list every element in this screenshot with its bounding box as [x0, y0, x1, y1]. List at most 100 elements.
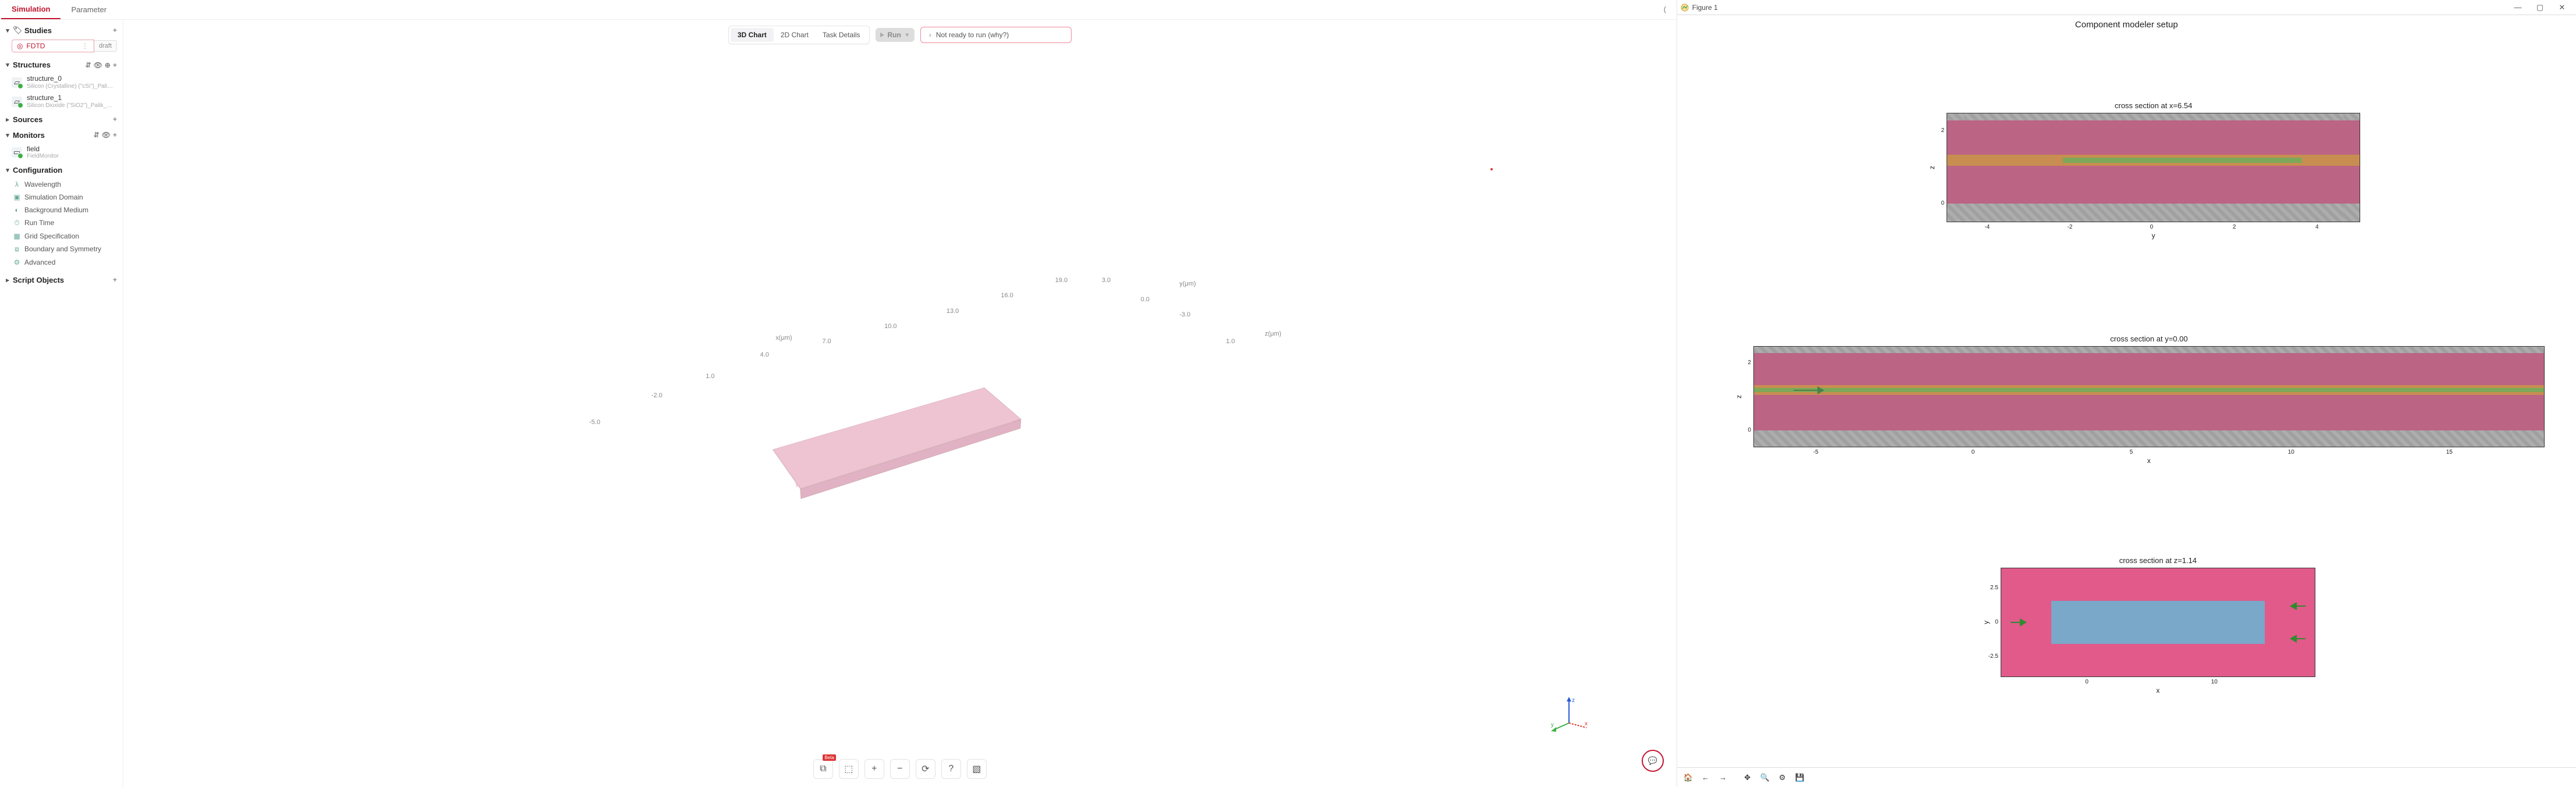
seg-task-details[interactable]: Task Details — [816, 28, 867, 42]
study-label: FDTD — [26, 42, 45, 50]
axes — [1947, 113, 2360, 222]
add-source-button[interactable]: + — [113, 115, 117, 123]
xtick: 5 — [2130, 449, 2133, 455]
subplots-button[interactable]: ⚙ — [1775, 770, 1790, 785]
config-label: Background Medium — [24, 206, 88, 214]
zoom-out-button[interactable]: − — [890, 759, 910, 779]
chevron-down-icon: ▾ — [3, 166, 12, 174]
play-icon — [880, 33, 884, 37]
tab-simulation[interactable]: Simulation — [1, 0, 61, 19]
axis-gizmo[interactable]: z x y — [1549, 694, 1589, 735]
refresh-icon: ⟳ — [921, 763, 929, 775]
structure-item[interactable]: ▱structure_0Silicon (Crystalline) ("cSi"… — [0, 73, 123, 92]
subplot: cross section at x=6.54zy-4-202402 — [1947, 113, 2360, 222]
ylabel: y — [1982, 621, 1990, 624]
minimize-button[interactable]: — — [2507, 1, 2528, 14]
chevron-right-icon: ▸ — [3, 116, 12, 123]
add-monitor-button[interactable]: + — [113, 131, 117, 139]
config-item[interactable]: ⚙Advanced — [0, 256, 123, 269]
xtick: 4 — [2315, 224, 2319, 230]
section-configuration[interactable]: ▾ Configuration — [0, 162, 123, 178]
zoom-in-button[interactable]: + — [864, 759, 884, 779]
section-structures[interactable]: ▾ Structures ⇵ 👁 ⊕ + — [0, 57, 123, 73]
visibility-icon[interactable]: 👁 — [102, 131, 111, 139]
monitor-item[interactable]: ▭fieldFieldMonitor — [0, 143, 123, 162]
python-export-button[interactable]: Beta⧉ — [813, 759, 833, 779]
sort-icon[interactable]: ⇵ — [86, 61, 91, 69]
scene-3d — [123, 20, 1677, 787]
section-sources[interactable]: ▸ Sources + — [0, 112, 123, 127]
config-item[interactable]: λWavelength — [0, 178, 123, 191]
config-label: Wavelength — [24, 180, 61, 188]
structure-material: Silicon (Crystalline) ("cSi")_Pali… — [27, 83, 113, 90]
section-studies[interactable]: ▾ 🏷 Studies + — [0, 22, 123, 38]
chevron-right-icon: › — [929, 31, 931, 39]
xtick: 2 — [2233, 224, 2236, 230]
ytick: 2 — [1748, 359, 1751, 366]
help-button[interactable]: ? — [941, 759, 961, 779]
subplot-title: cross section at y=0.00 — [1753, 334, 2545, 343]
origin-marker — [1490, 168, 1493, 170]
run-button[interactable]: Run ▾ — [876, 28, 915, 42]
config-item[interactable]: ◐Background Medium — [0, 204, 123, 216]
xtick: -2 — [2067, 224, 2072, 230]
study-row[interactable]: ◎ FDTD ⋮ draft — [12, 40, 117, 52]
config-item[interactable]: ▣Simulation Domain — [0, 191, 123, 204]
forward-button[interactable]: → — [1716, 770, 1731, 785]
sort-icon[interactable]: ⇵ — [94, 131, 99, 139]
axes — [2001, 568, 2315, 676]
window-titlebar[interactable]: Figure 1 — ▢ ✕ — [1677, 0, 2576, 15]
viewport-3d[interactable]: 3D Chart 2D Chart Task Details Run ▾ › N… — [123, 20, 1677, 787]
config-item[interactable]: ⏱Run Time — [0, 216, 123, 230]
section-title: Script Objects — [13, 276, 64, 284]
collapse-sidebar-button[interactable]: ⟨ — [1659, 4, 1671, 16]
config-icon: ⧈ — [13, 245, 21, 254]
xtick: 10 — [2211, 679, 2218, 685]
svg-text:z: z — [1572, 697, 1575, 704]
chat-fab[interactable]: 💬 — [1642, 750, 1664, 772]
group-icon[interactable]: ⊕ — [105, 61, 111, 69]
save-button[interactable]: 💾 — [1792, 770, 1808, 785]
config-label: Simulation Domain — [24, 193, 83, 201]
chat-icon: 💬 — [1648, 756, 1657, 765]
cube-view-button[interactable]: ⬚ — [839, 759, 859, 779]
figure-window: Figure 1 — ▢ ✕ Component modeler setup c… — [1677, 0, 2576, 787]
pan-button[interactable]: ✥ — [1740, 770, 1755, 785]
seg-2d-chart[interactable]: 2D Chart — [774, 28, 816, 42]
study-more-icon[interactable]: ⋮ — [81, 42, 89, 50]
add-script-button[interactable]: + — [113, 276, 117, 284]
maximize-button[interactable]: ▢ — [2529, 1, 2550, 14]
structure-item[interactable]: ▱structure_1Silicon Dioxide ("SiO2")_Pal… — [0, 92, 123, 111]
monitor-icon: ▭ — [12, 147, 22, 158]
config-item[interactable]: ▦Grid Specification — [0, 230, 123, 243]
study-status: draft — [94, 40, 117, 52]
grid-button[interactable]: ▧ — [967, 759, 987, 779]
seg-3d-chart[interactable]: 3D Chart — [731, 28, 774, 42]
home-button[interactable]: 🏠 — [1681, 770, 1696, 785]
tab-parameter[interactable]: Parameter — [61, 1, 117, 19]
sidebar: ▾ 🏷 Studies + ◎ FDTD ⋮ draft ▾ Struc — [0, 20, 123, 787]
back-button[interactable]: ← — [1698, 770, 1713, 785]
study-pill[interactable]: ◎ FDTD ⋮ — [12, 40, 94, 52]
add-study-button[interactable]: + — [113, 26, 117, 34]
section-title: Monitors — [13, 131, 45, 140]
subplot: cross section at y=0.00zx-505101502 — [1753, 346, 2545, 448]
chevron-left-icon: ⟨ — [1663, 5, 1666, 15]
zoom-button[interactable]: 🔍 — [1757, 770, 1773, 785]
config-icon: ▣ — [13, 193, 21, 201]
config-icon: ◐ — [13, 206, 21, 214]
close-button[interactable]: ✕ — [2552, 1, 2573, 14]
section-script-objects[interactable]: ▸ Script Objects + — [0, 272, 123, 288]
add-structure-button[interactable]: + — [113, 61, 117, 69]
ytick: 0 — [1941, 200, 1945, 206]
config-item[interactable]: ⧈Boundary and Symmetry — [0, 243, 123, 256]
reset-view-button[interactable]: ⟳ — [916, 759, 935, 779]
xlabel: x — [2001, 686, 2315, 695]
section-monitors[interactable]: ▾ Monitors ⇵ 👁 + — [0, 127, 123, 143]
visibility-icon[interactable]: 👁 — [94, 61, 102, 69]
config-label: Run Time — [24, 219, 54, 227]
ylabel: z — [1735, 395, 1743, 398]
config-label: Advanced — [24, 258, 55, 266]
grid-icon: ▧ — [972, 763, 981, 775]
run-status-bar[interactable]: › Not ready to run (why?) — [920, 27, 1072, 43]
